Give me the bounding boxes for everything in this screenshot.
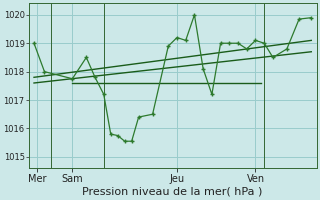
X-axis label: Pression niveau de la mer( hPa ): Pression niveau de la mer( hPa ) (83, 187, 263, 197)
